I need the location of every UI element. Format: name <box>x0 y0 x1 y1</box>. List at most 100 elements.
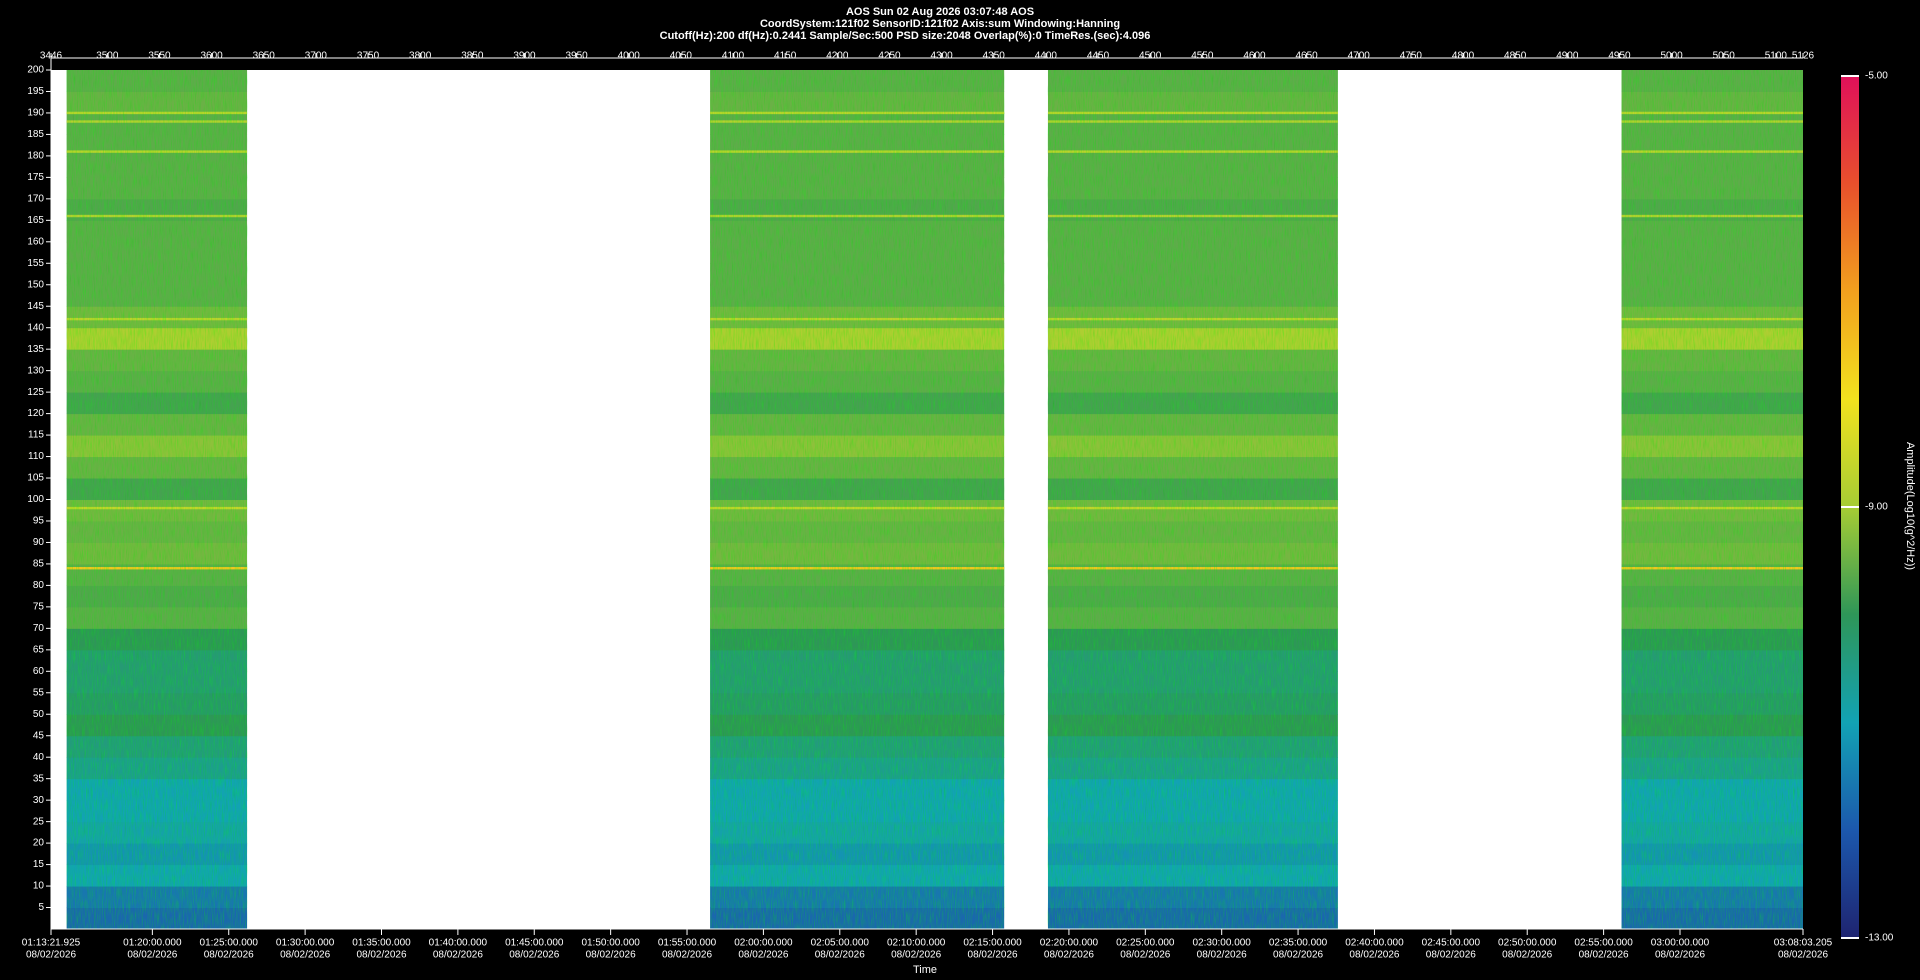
x-tick-label: 4250 <box>878 51 901 62</box>
x2-tick-date: 08/02/2026 <box>586 950 636 961</box>
y-tick-label: 10 <box>33 881 45 892</box>
x-tick-label: 4000 <box>618 51 641 62</box>
x-tick-label: 4700 <box>1348 51 1371 62</box>
chart-subtitle: Cutoff(Hz):200 df(Hz):0.2441 Sample/Sec:… <box>660 30 1151 42</box>
y-tick-label: 175 <box>27 172 44 183</box>
y-tick-label: 30 <box>33 795 45 806</box>
x2-tick-label: 01:35:00.000 <box>352 938 411 949</box>
y-tick-label: 75 <box>33 602 45 613</box>
x-tick-label: 4450 <box>1087 51 1110 62</box>
x2-tick-label: 01:25:00.000 <box>200 938 259 949</box>
y-tick-label: 145 <box>27 301 44 312</box>
x2-tick-label: 02:45:00.000 <box>1422 938 1481 949</box>
chart-title: AOS Sun 02 Aug 2026 03:07:48 AOS <box>846 6 1034 18</box>
y-tick-label: 5 <box>38 902 44 913</box>
x2-tick-date: 08/02/2026 <box>738 950 788 961</box>
y-tick-label: 15 <box>33 859 45 870</box>
y-tick-label: 155 <box>27 258 44 269</box>
x2-tick-label: 02:00:00.000 <box>734 938 793 949</box>
y-tick-label: 120 <box>27 408 44 419</box>
y-tick-label: 40 <box>33 752 45 763</box>
y-tick-label: 55 <box>33 687 45 698</box>
x-tick-label: 3550 <box>148 51 171 62</box>
x-tick-label: 4550 <box>1191 51 1214 62</box>
x2-tick-label: 03:00:00.000 <box>1651 938 1710 949</box>
y-tick-label: 45 <box>33 730 45 741</box>
x-tick-label: 3950 <box>565 51 588 62</box>
x2-tick-label: 02:20:00.000 <box>1040 938 1099 949</box>
chart-subtitle: CoordSystem:121f02 SensorID:121f02 Axis:… <box>760 18 1120 30</box>
x-tick-label: 4150 <box>774 51 797 62</box>
y-tick-label: 50 <box>33 709 45 720</box>
x2-tick-label: 01:20:00.000 <box>123 938 182 949</box>
x-tick-label: 5100 <box>1765 51 1788 62</box>
x2-tick-date: 08/02/2026 <box>1044 950 1094 961</box>
x2-tick-label: 02:10:00.000 <box>887 938 946 949</box>
y-tick-label: 150 <box>27 279 44 290</box>
x-tick-label: 4050 <box>670 51 693 62</box>
y-tick-label: 115 <box>28 430 44 441</box>
x-tick-label: 3600 <box>200 51 223 62</box>
x-tick-label: 4950 <box>1608 51 1631 62</box>
colorbar-tick-label: -9.00 <box>1865 502 1888 513</box>
x-tick-label: 4850 <box>1504 51 1527 62</box>
x2-tick-date: 08/02/2026 <box>1655 950 1705 961</box>
x-tick-label: 4400 <box>1035 51 1058 62</box>
x2-tick-date: 08/02/2026 <box>1502 950 1552 961</box>
x-tick-label: 3650 <box>253 51 276 62</box>
x2-tick-date: 08/02/2026 <box>968 950 1018 961</box>
y-tick-label: 190 <box>27 108 44 119</box>
x-tick-label: 4100 <box>722 51 745 62</box>
x2-tick-label: 02:50:00.000 <box>1498 938 1557 949</box>
x-tick-label: 3800 <box>409 51 432 62</box>
x2-tick-label: 01:45:00.000 <box>505 938 564 949</box>
x2-tick-date: 08/02/2026 <box>1426 950 1476 961</box>
y-tick-label: 160 <box>27 236 44 247</box>
y-tick-label: 70 <box>33 623 45 634</box>
x-tick-label: 4750 <box>1400 51 1423 62</box>
x2-tick-date: 08/02/2026 <box>662 950 712 961</box>
texture <box>1621 70 1803 929</box>
y-tick-label: 105 <box>27 473 44 484</box>
x2-tick-date: 08/02/2026 <box>127 950 177 961</box>
y-tick-label: 165 <box>27 215 44 226</box>
y-tick-label: 35 <box>33 773 45 784</box>
y-tick-label: 85 <box>33 559 45 570</box>
x2-tick-date: 08/02/2026 <box>1120 950 1170 961</box>
x-tick-label: 4600 <box>1243 51 1266 62</box>
y-tick-label: 80 <box>33 580 45 591</box>
x2-tick-label: 01:55:00.000 <box>658 938 717 949</box>
x2-tick-label: 02:55:00.000 <box>1574 938 1633 949</box>
x-tick-label: 5126 <box>1792 51 1815 62</box>
x2-tick-label: 03:08:03.205 <box>1774 938 1833 949</box>
x-tick-label: 3900 <box>513 51 536 62</box>
x-axis-label: Time <box>913 964 937 976</box>
x2-tick-date: 08/02/2026 <box>1273 950 1323 961</box>
texture <box>710 70 1005 929</box>
x2-tick-date: 08/02/2026 <box>891 950 941 961</box>
x-tick-label: 3500 <box>96 51 119 62</box>
x2-tick-date: 08/02/2026 <box>433 950 483 961</box>
y-tick-label: 90 <box>33 537 45 548</box>
x2-tick-label: 01:13:21.925 <box>22 938 81 949</box>
y-tick-label: 25 <box>33 816 45 827</box>
y-tick-label: 100 <box>27 494 44 505</box>
x-tick-label: 4350 <box>983 51 1006 62</box>
x-tick-label: 5050 <box>1713 51 1736 62</box>
y-tick-label: 170 <box>27 193 44 204</box>
x-tick-label: 3850 <box>461 51 484 62</box>
texture <box>1047 70 1338 929</box>
y-tick-label: 200 <box>27 65 44 76</box>
x-tick-label: 5000 <box>1660 51 1683 62</box>
x-tick-label: 4800 <box>1452 51 1475 62</box>
x-tick-label: 4900 <box>1556 51 1579 62</box>
y-tick-label: 195 <box>27 86 44 97</box>
x2-tick-date: 08/02/2026 <box>1197 950 1247 961</box>
y-tick-label: 185 <box>27 129 44 140</box>
x2-tick-date: 08/02/2026 <box>204 950 254 961</box>
colorbar-label: Amplitude(Log10(g^2/Hz)) <box>1904 442 1916 570</box>
y-tick-label: 110 <box>28 451 44 462</box>
x2-tick-date: 08/02/2026 <box>1349 950 1399 961</box>
